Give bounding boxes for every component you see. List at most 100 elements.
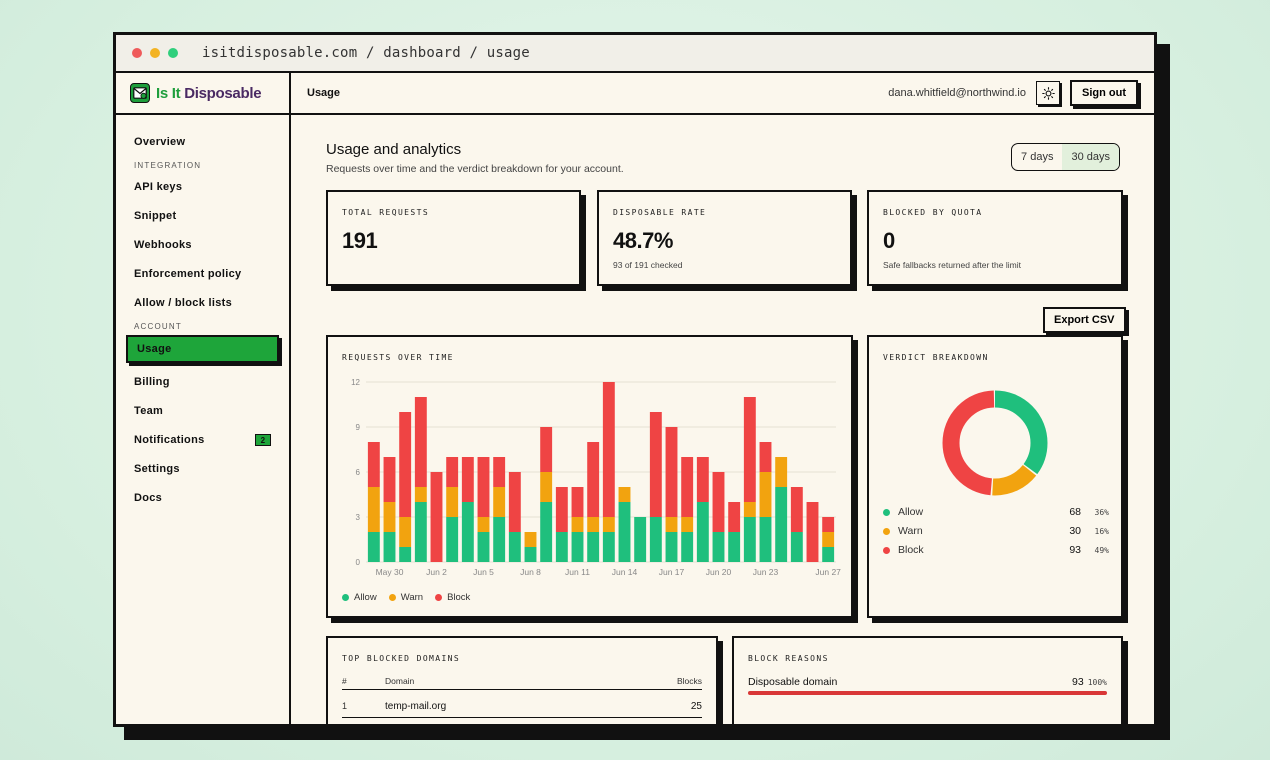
stat-value: 48.7% xyxy=(613,228,673,253)
brand-name-part1: Is It xyxy=(156,84,181,102)
bar-warn xyxy=(524,532,537,547)
sidebar-item-usage[interactable]: Usage xyxy=(126,335,279,363)
verdict-name: Allow xyxy=(898,506,924,518)
bar-warn xyxy=(602,517,615,532)
row-blocks: 25 xyxy=(690,701,702,712)
bar-warn xyxy=(587,517,600,532)
verdict-count: 68 xyxy=(1069,506,1081,518)
x-tick-label: Jun 8 xyxy=(520,567,541,577)
y-tick-label: 3 xyxy=(356,513,361,522)
address-bar[interactable]: isitdisposable.com / dashboard / usage xyxy=(202,45,530,61)
browser-titlebar: isitdisposable.com / dashboard / usage xyxy=(116,35,1154,73)
bar-warn xyxy=(414,487,427,502)
y-tick-label: 0 xyxy=(356,558,361,567)
bar-block xyxy=(759,442,772,472)
sidebar: Is It Disposable Overview INTEGRATION AP… xyxy=(116,73,291,724)
warn-dot-icon xyxy=(883,527,890,535)
bar-allow xyxy=(822,547,835,562)
warn-legend-dot-icon xyxy=(388,594,396,601)
sign-out-button[interactable]: Sign out xyxy=(1070,80,1138,106)
verdict-row-allow: Allow 68 36% xyxy=(883,503,1109,521)
verdict-count: 93 xyxy=(1069,544,1081,556)
sidebar-item-api-keys[interactable]: API keys xyxy=(134,180,183,193)
bar-allow xyxy=(524,547,537,562)
donut-slice-block xyxy=(942,390,1048,496)
sidebar-item-docs[interactable]: Docs xyxy=(134,491,163,504)
sidebar-item-team[interactable]: Team xyxy=(134,404,164,417)
x-tick-label: Jun 27 xyxy=(815,567,841,577)
bar-allow xyxy=(743,517,756,562)
stat-value: 0 xyxy=(883,228,895,253)
verdict-row-warn: Warn 30 16% xyxy=(883,522,1109,540)
bar-warn xyxy=(571,517,584,532)
bar-block xyxy=(743,397,756,502)
bar-block xyxy=(728,502,741,532)
bar-warn xyxy=(681,517,694,532)
table-row[interactable]: 1 temp-mail.org 25 xyxy=(342,696,702,718)
bar-allow xyxy=(414,502,427,562)
bar-block xyxy=(540,427,553,472)
bar-block xyxy=(508,472,521,532)
bar-allow xyxy=(775,487,788,562)
range-option-30-days[interactable]: 30 days xyxy=(1062,144,1119,170)
x-tick-label: May 30 xyxy=(376,567,404,577)
notification-count-badge: 2 xyxy=(255,434,271,446)
bar-allow xyxy=(587,532,600,562)
sidebar-item-notifications[interactable]: Notifications 2 xyxy=(116,425,289,454)
sidebar-section-integration: INTEGRATION xyxy=(134,160,202,170)
x-tick-label: Jun 2 xyxy=(426,567,447,577)
bar-allow xyxy=(508,532,521,562)
x-tick-label: Jun 23 xyxy=(753,567,779,577)
theme-toggle-button[interactable] xyxy=(1036,81,1060,105)
bar-block xyxy=(430,472,443,562)
sidebar-item-webhooks[interactable]: Webhooks xyxy=(134,238,192,251)
bar-allow xyxy=(383,532,396,562)
sidebar-item-allow-block-lists[interactable]: Allow / block lists xyxy=(134,296,232,309)
bar-allow xyxy=(461,502,474,562)
reason-row: Disposable domain 93 100% xyxy=(748,674,1107,690)
bar-block xyxy=(681,457,694,517)
sidebar-item-settings[interactable]: Settings xyxy=(134,462,180,475)
verdict-donut-chart xyxy=(942,390,1048,496)
sidebar-item-overview[interactable]: Overview xyxy=(134,135,186,148)
donut-slice-allow xyxy=(942,390,1048,496)
minimize-dot-icon[interactable] xyxy=(150,48,160,58)
top-blocked-domains-card: TOP BLOCKED DOMAINS # Domain Blocks 1 te… xyxy=(326,636,718,724)
export-csv-button[interactable]: Export CSV xyxy=(1043,307,1126,333)
bar-warn xyxy=(367,487,380,532)
bar-allow xyxy=(555,532,568,562)
stat-card-total-requests: TOTAL REQUESTS 191 xyxy=(326,190,581,286)
bar-block xyxy=(414,397,427,487)
verdict-name: Block xyxy=(898,544,924,556)
brand[interactable]: Is It Disposable xyxy=(116,73,289,115)
bar-allow xyxy=(634,517,647,562)
bar-warn xyxy=(446,487,459,517)
column-rank: # xyxy=(342,676,347,686)
bar-allow xyxy=(399,547,412,562)
bar-allow xyxy=(696,502,709,562)
sidebar-item-billing[interactable]: Billing xyxy=(134,375,170,388)
sidebar-item-snippet[interactable]: Snippet xyxy=(134,209,177,222)
column-domain: Domain xyxy=(385,676,415,686)
verdict-breakdown-card: VERDICT BREAKDOWN Allow 68 36% Warn 30 1… xyxy=(867,335,1123,618)
range-option-7-days[interactable]: 7 days xyxy=(1021,151,1054,163)
bar-block xyxy=(461,457,474,502)
sidebar-item-enforcement-policy[interactable]: Enforcement policy xyxy=(134,267,242,280)
bar-block xyxy=(790,487,803,532)
y-tick-label: 6 xyxy=(356,468,361,477)
bar-block xyxy=(571,487,584,517)
page-title: Usage and analytics xyxy=(326,141,462,158)
donut-slice-warn xyxy=(942,390,1048,496)
bar-allow xyxy=(665,532,678,562)
bar-allow xyxy=(618,502,631,562)
bar-warn xyxy=(665,517,678,532)
bar-block xyxy=(649,412,662,517)
legend-warn: Warn xyxy=(400,592,424,603)
x-tick-label: Jun 5 xyxy=(473,567,494,577)
bar-block xyxy=(446,457,459,487)
stat-label: TOTAL REQUESTS xyxy=(342,208,430,217)
brand-name: Is It Disposable xyxy=(156,84,262,102)
close-dot-icon[interactable] xyxy=(132,48,142,58)
maximize-dot-icon[interactable] xyxy=(168,48,178,58)
envelope-check-icon xyxy=(130,83,150,103)
